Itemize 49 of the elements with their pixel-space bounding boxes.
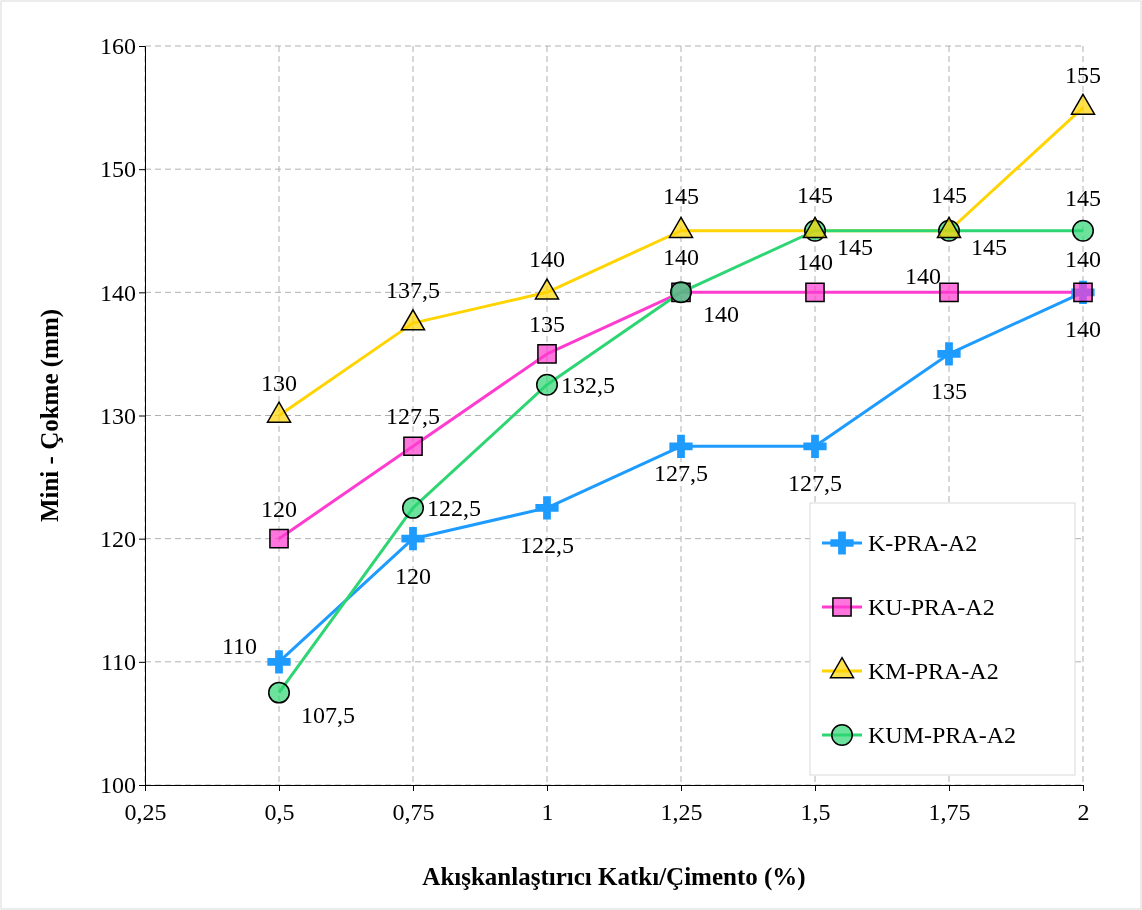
data-label: 127,5 [654, 460, 708, 487]
data-label: 135 [529, 310, 565, 337]
y-tick-label: 160 [100, 33, 136, 60]
data-label: 122,5 [427, 494, 481, 521]
y-tick-label: 120 [100, 525, 136, 552]
y-tick-label: 110 [100, 649, 136, 676]
data-label: 140 [703, 301, 739, 328]
legend-label: KU-PRA-A2 [868, 594, 995, 620]
x-tick-label: 1,25 [660, 799, 703, 826]
x-axis-title: Akışkanlaştırıcı Katkı/Çimento (%) [422, 863, 806, 891]
x-tick-label: 0,75 [392, 799, 435, 826]
legend-label: KUM-PRA-A2 [868, 722, 1017, 748]
data-label: 155 [1065, 61, 1101, 88]
data-label: 140 [905, 263, 941, 290]
x-tick-label: 0,5 [264, 799, 295, 826]
legend-label: K-PRA-A2 [868, 530, 978, 556]
data-label: 140 [663, 244, 699, 271]
data-label: 110 [221, 632, 257, 659]
data-label: 127,5 [386, 403, 440, 430]
y-tick-label: 150 [100, 156, 136, 183]
data-label: 132,5 [561, 371, 615, 398]
x-tick-label: 1,75 [928, 799, 971, 826]
x-tick-label: 1 [541, 799, 554, 826]
data-label: 140 [1065, 246, 1101, 273]
data-label: 120 [261, 495, 297, 522]
y-tick-label: 140 [100, 279, 136, 306]
data-label: 145 [1065, 184, 1101, 211]
data-label: 140 [797, 249, 833, 276]
data-label: 140 [529, 246, 565, 273]
data-label: 130 [261, 369, 297, 396]
y-tick-label: 130 [100, 402, 136, 429]
data-label: 145 [971, 233, 1007, 260]
data-label: 140 [1065, 316, 1101, 343]
legend-label: KM-PRA-A2 [868, 658, 999, 684]
data-label: 145 [931, 181, 967, 208]
x-tick-label: 1,5 [800, 799, 831, 826]
data-label: 145 [663, 182, 699, 209]
data-label: 122,5 [520, 531, 574, 558]
data-label: 127,5 [788, 470, 842, 497]
data-label: 137,5 [386, 277, 440, 304]
y-tick-label: 100 [100, 772, 136, 799]
data-label: 135 [931, 377, 967, 404]
data-label: 145 [837, 233, 873, 260]
x-tick-label: 0,25 [124, 799, 167, 826]
data-label: 145 [797, 181, 833, 208]
data-label: 107,5 [301, 701, 355, 728]
x-tick-label: 2 [1077, 799, 1090, 826]
data-label: 120 [395, 562, 431, 589]
y-axis-title: Mini - Çokme (mm) [36, 308, 64, 523]
